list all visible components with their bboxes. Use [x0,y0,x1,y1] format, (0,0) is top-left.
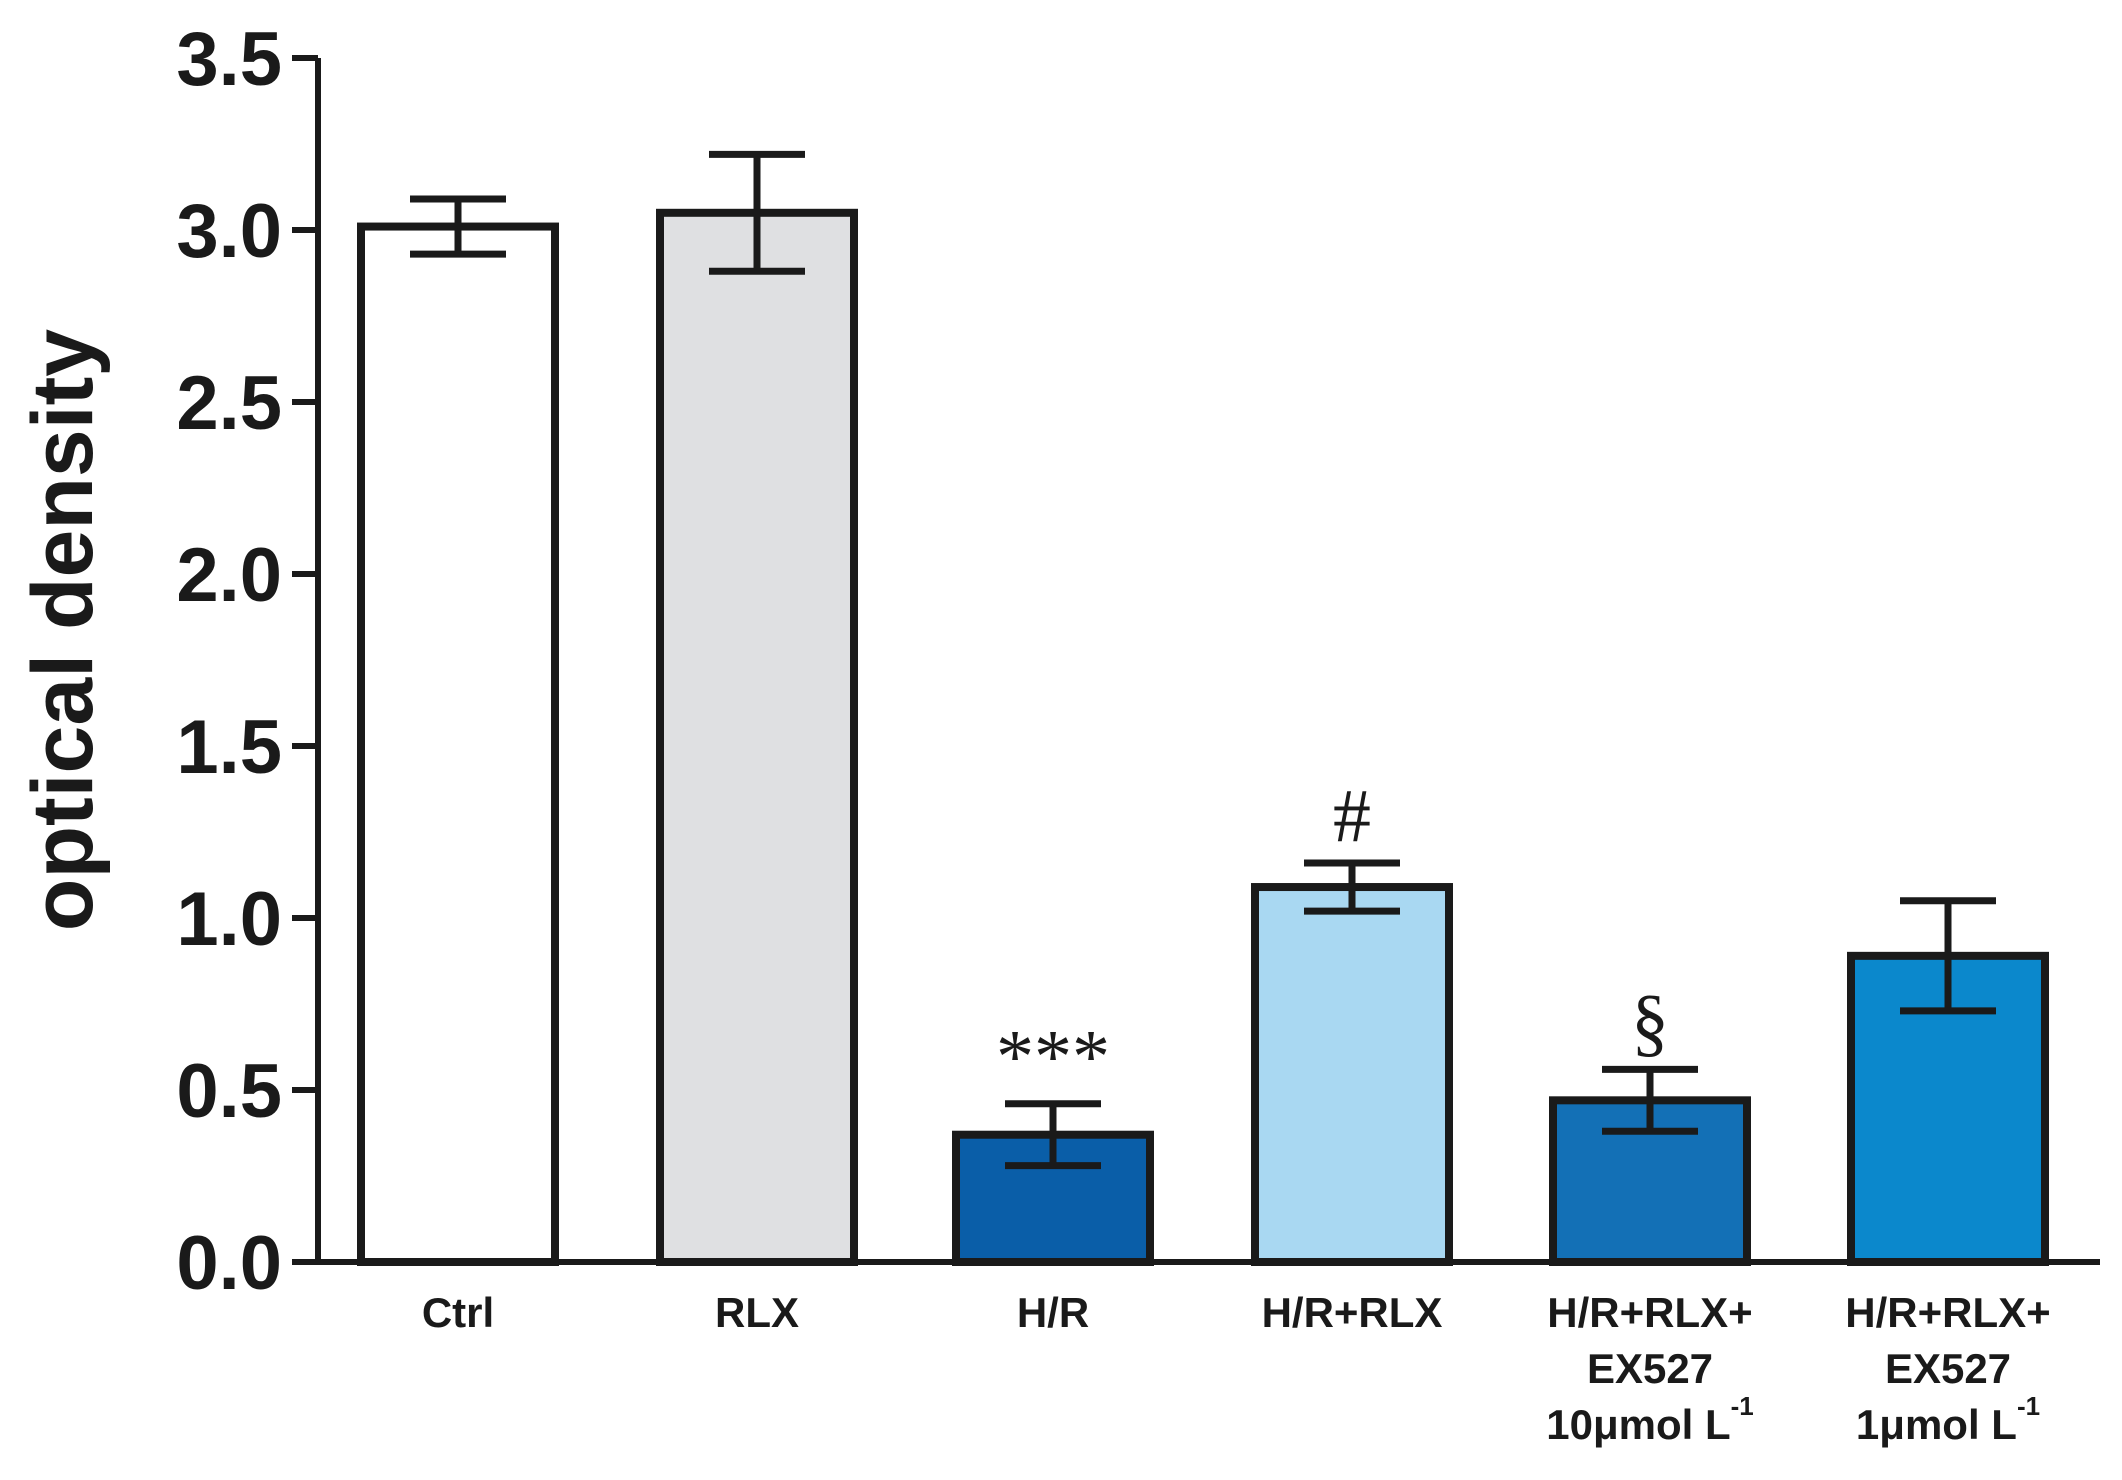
y-tick-label: 0.0 [176,1221,282,1306]
bar [1251,883,1453,1266]
x-category-label: Ctrl [422,1289,494,1336]
x-category-label: H/R+RLX+ EX527 10μmol L-1 [1546,1289,1754,1448]
x-category-label: H/R+RLX [1262,1289,1443,1336]
y-tick-label: 2.5 [176,361,282,446]
y-tick-label: 0.5 [176,1049,282,1134]
x-category-label: H/R+RLX+ EX527 1μmol L-1 [1845,1289,2050,1448]
error-bar [1005,1100,1101,1170]
error-bar [410,195,506,258]
error-bars [410,150,1996,1170]
bar [656,208,858,1266]
x-category-label: RLX [715,1289,799,1336]
axes: 0.0 0.5 1.0 1.5 2.0 2.5 3.0 3.5 [176,17,2100,1306]
error-bar [1900,897,1996,1015]
x-category-label: H/R [1017,1289,1089,1336]
y-tick-label: 3.5 [176,17,282,102]
bar [357,222,559,1266]
y-axis-title: optical density [15,329,111,931]
y-tick-label: 1.0 [176,877,282,962]
significance-marker: # [1333,774,1371,858]
y-tick-label: 3.0 [176,189,282,274]
significance-marker: § [1631,980,1669,1064]
x-category-labels: Ctrl RLX H/R H/R+RLX H/R+RLX+ EX527 10μmol L-1… [422,1289,2051,1448]
error-bar [709,150,805,275]
bars [357,208,2049,1267]
y-tick-label: 1.5 [176,705,282,790]
significance-annotations: *** # § [996,774,1669,1099]
significance-marker: *** [996,1015,1110,1099]
error-bar [1304,859,1400,915]
y-tick-label: 2.0 [176,533,282,618]
error-bar [1602,1065,1698,1135]
